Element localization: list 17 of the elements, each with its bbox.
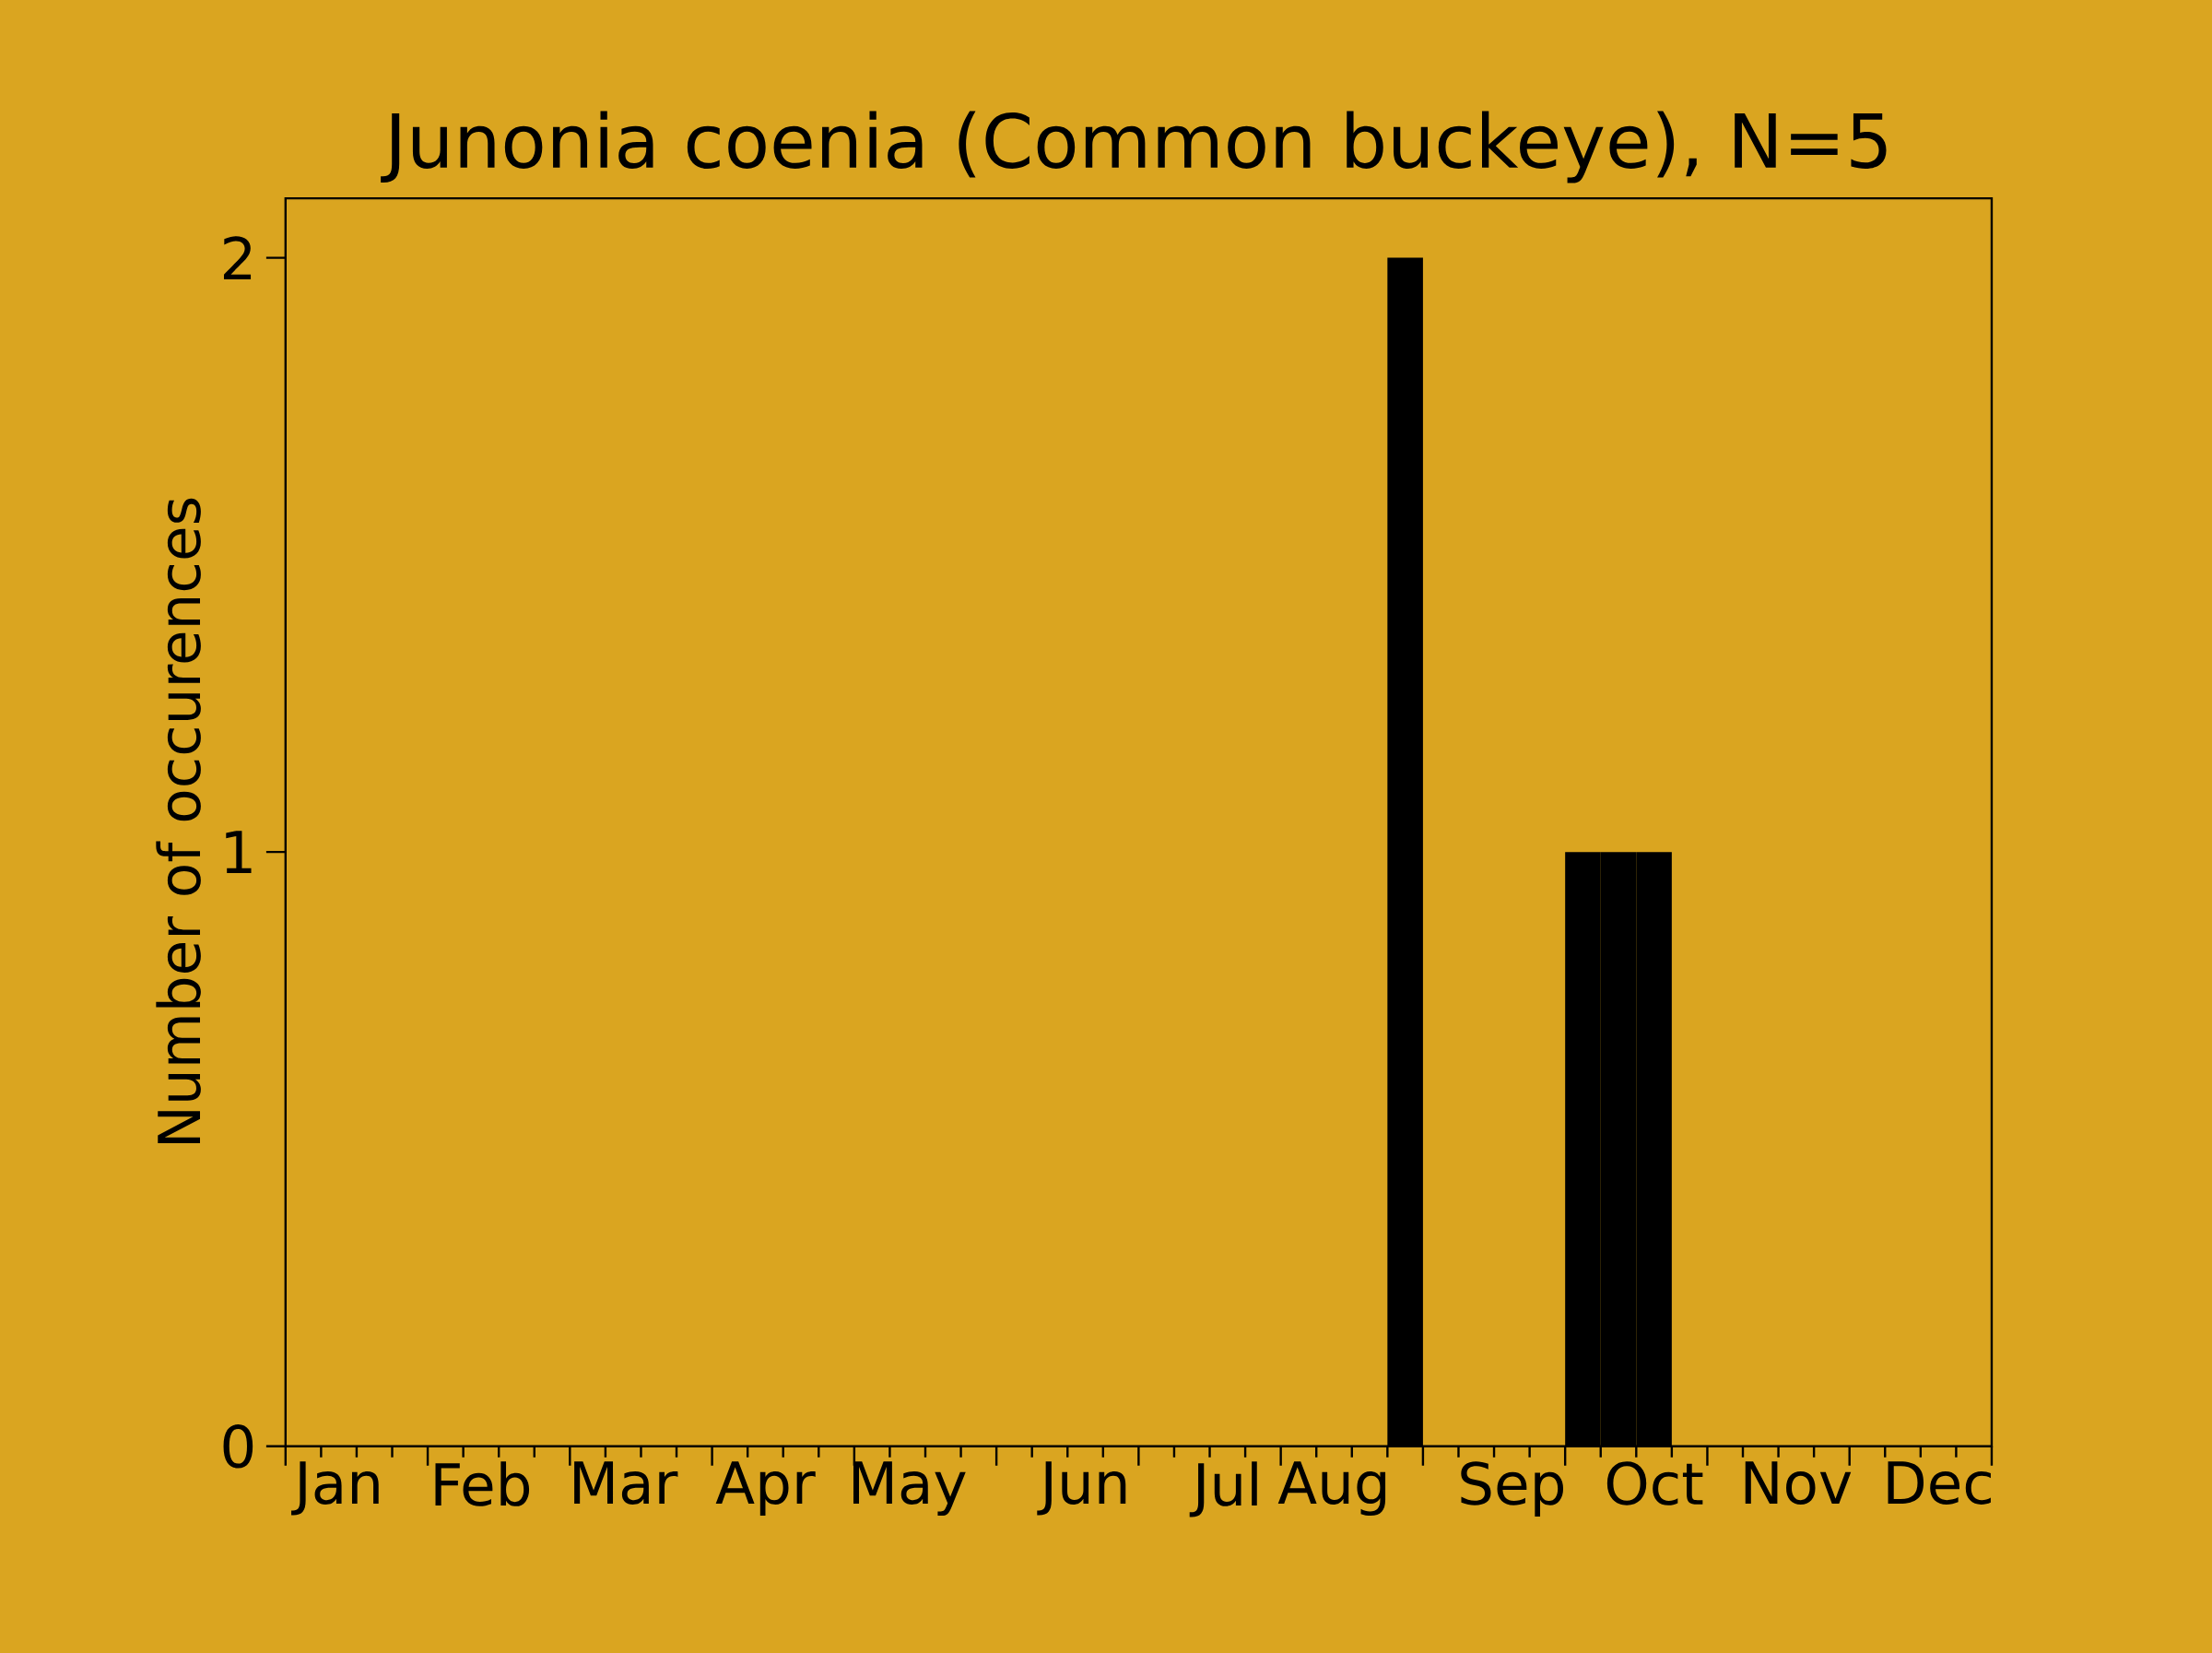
y-tick-label: 2 (224, 236, 252, 279)
x-tick-label: Oct (1606, 1461, 1703, 1505)
x-tick-label: Apr (715, 1461, 816, 1517)
y-axis-title: Number of occurences (156, 498, 201, 1143)
x-tick-label: Nov (1745, 1461, 1852, 1505)
chart-title: Junonia coenia (Common buckeye), N=5 (381, 111, 1887, 183)
x-tick-label: Jul (1189, 1461, 1257, 1517)
x-tick-label: May (853, 1461, 966, 1517)
x-tick-label: Aug (1277, 1461, 1386, 1517)
y-tick-label: 0 (223, 1424, 253, 1469)
x-tick-label: Sep (1461, 1461, 1564, 1517)
y-tick-label: 1 (226, 831, 252, 874)
x-tick-label: Mar (574, 1461, 678, 1505)
x-tick-label: Jan (291, 1461, 379, 1516)
x-tick-label: Jun (1037, 1461, 1126, 1516)
x-tick-label: Dec (1888, 1461, 1991, 1505)
x-tick-label: Feb (435, 1461, 530, 1506)
